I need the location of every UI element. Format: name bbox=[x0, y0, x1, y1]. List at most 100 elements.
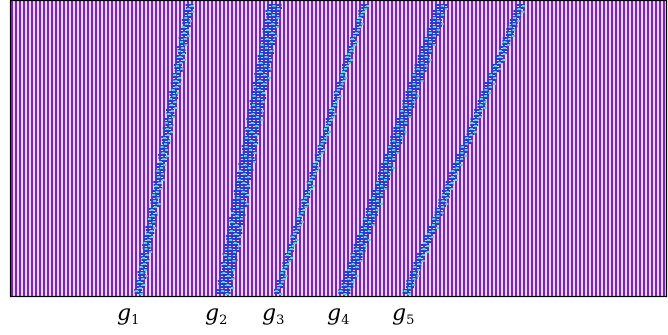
glider-cell bbox=[455, 160, 464, 162]
stripe bbox=[427, 1, 429, 296]
stripe bbox=[347, 1, 349, 296]
glider-cell-highlight bbox=[282, 269, 286, 271]
glider-cell-highlight bbox=[165, 128, 169, 130]
stripe bbox=[267, 1, 269, 296]
stripe bbox=[275, 1, 277, 296]
stripe bbox=[111, 1, 113, 296]
glider-cell bbox=[225, 250, 240, 252]
glider-cell bbox=[344, 274, 357, 276]
glider-cell-highlight bbox=[163, 137, 167, 139]
stripe bbox=[599, 1, 601, 296]
glider-cell bbox=[406, 283, 415, 285]
stripe bbox=[307, 1, 309, 296]
glider-cell bbox=[252, 82, 267, 84]
glider-cell-highlight bbox=[159, 167, 163, 169]
glider-cell bbox=[141, 259, 150, 261]
glider-cell-highlight bbox=[455, 173, 459, 175]
glider-cell-highlight bbox=[174, 80, 178, 82]
stripe bbox=[355, 1, 357, 296]
stripe bbox=[411, 1, 413, 296]
glider-cell bbox=[306, 184, 313, 186]
stripe bbox=[559, 1, 561, 296]
glider-cell-highlight bbox=[367, 239, 371, 241]
stripe bbox=[587, 1, 589, 296]
glider-cell-highlight bbox=[339, 290, 343, 292]
glider-cell-highlight bbox=[245, 137, 249, 139]
glider-cell-highlight bbox=[347, 62, 351, 64]
glider-cell bbox=[342, 64, 348, 66]
glider-cell-highlight bbox=[436, 11, 440, 13]
glider-cell-highlight bbox=[242, 173, 246, 175]
glider-cell bbox=[402, 103, 415, 105]
glider-cell-highlight bbox=[289, 248, 293, 250]
glider-cell-highlight bbox=[354, 32, 358, 34]
glider-cell-highlight bbox=[257, 89, 261, 91]
glider-cell bbox=[259, 49, 274, 51]
glider-cell bbox=[353, 247, 366, 249]
glider-cell-highlight bbox=[176, 71, 180, 73]
glider-cell-highlight bbox=[344, 77, 348, 79]
glider-cell-highlight bbox=[156, 170, 160, 172]
glider-cell-highlight bbox=[238, 236, 242, 238]
stripe bbox=[207, 1, 209, 296]
glider-cell-highlight bbox=[364, 8, 368, 10]
glider-cell-highlight bbox=[280, 272, 284, 274]
stripe bbox=[35, 1, 37, 296]
stripe bbox=[575, 1, 577, 296]
glider-cell-highlight bbox=[255, 125, 259, 127]
glider-cell-highlight bbox=[161, 152, 165, 154]
glider-cell-highlight bbox=[170, 104, 173, 106]
glider-cell-highlight bbox=[340, 74, 344, 76]
glider-label-g4: g4 bbox=[327, 301, 350, 328]
glider-cell-highlight bbox=[233, 242, 237, 244]
glider-cell-highlight bbox=[408, 98, 412, 100]
stripe bbox=[555, 1, 557, 296]
stripe bbox=[663, 1, 665, 296]
glider-cell bbox=[413, 265, 422, 267]
glider-tracks bbox=[134, 4, 525, 295]
glider-cell-highlight bbox=[426, 245, 430, 247]
stripe bbox=[175, 1, 177, 296]
glider-cell-highlight bbox=[178, 83, 182, 85]
glider-cell-highlight bbox=[484, 89, 488, 91]
glider-cell-highlight bbox=[284, 275, 288, 277]
glider-cell bbox=[473, 115, 482, 117]
glider-cell-highlight bbox=[508, 26, 512, 28]
stripe bbox=[595, 1, 597, 296]
stripe bbox=[203, 1, 205, 296]
glider-cell-highlight bbox=[455, 161, 459, 163]
stripe bbox=[27, 1, 29, 296]
glider-cell-highlight bbox=[159, 161, 162, 163]
glider-cell-highlight bbox=[309, 179, 313, 181]
glider-cell-highlight bbox=[137, 281, 141, 283]
glider-cell bbox=[221, 262, 235, 264]
glider-cell bbox=[350, 259, 363, 261]
glider-cell-highlight bbox=[302, 209, 306, 211]
stripe bbox=[499, 1, 501, 296]
glider-cell-highlight bbox=[249, 149, 253, 151]
glider-cell-highlight bbox=[375, 209, 379, 211]
glider-cell bbox=[298, 208, 305, 210]
glider-cell bbox=[260, 52, 274, 54]
stripe bbox=[371, 1, 373, 296]
stripe bbox=[231, 1, 233, 296]
glider-cell bbox=[481, 91, 490, 93]
glider-cell-highlight bbox=[436, 20, 440, 22]
stripe bbox=[451, 1, 453, 296]
glider-cell bbox=[244, 142, 259, 144]
glider-cell bbox=[137, 274, 146, 276]
glider-cell-highlight bbox=[469, 140, 473, 142]
glider-cell bbox=[241, 160, 255, 162]
glider-cell bbox=[279, 274, 286, 276]
glider-cell-highlight bbox=[460, 152, 464, 154]
glider-cell-highlight bbox=[223, 254, 227, 256]
glider-cell-highlight bbox=[325, 125, 329, 127]
glider-cell-highlight bbox=[147, 218, 151, 220]
glider-cell bbox=[157, 169, 166, 171]
glider-cell-highlight bbox=[291, 236, 295, 238]
glider-cell-highlight bbox=[511, 35, 515, 37]
glider-cell bbox=[238, 166, 253, 168]
glider-cell-highlight bbox=[416, 77, 420, 79]
glider-cell-highlight bbox=[358, 17, 362, 19]
stripe bbox=[403, 1, 405, 296]
